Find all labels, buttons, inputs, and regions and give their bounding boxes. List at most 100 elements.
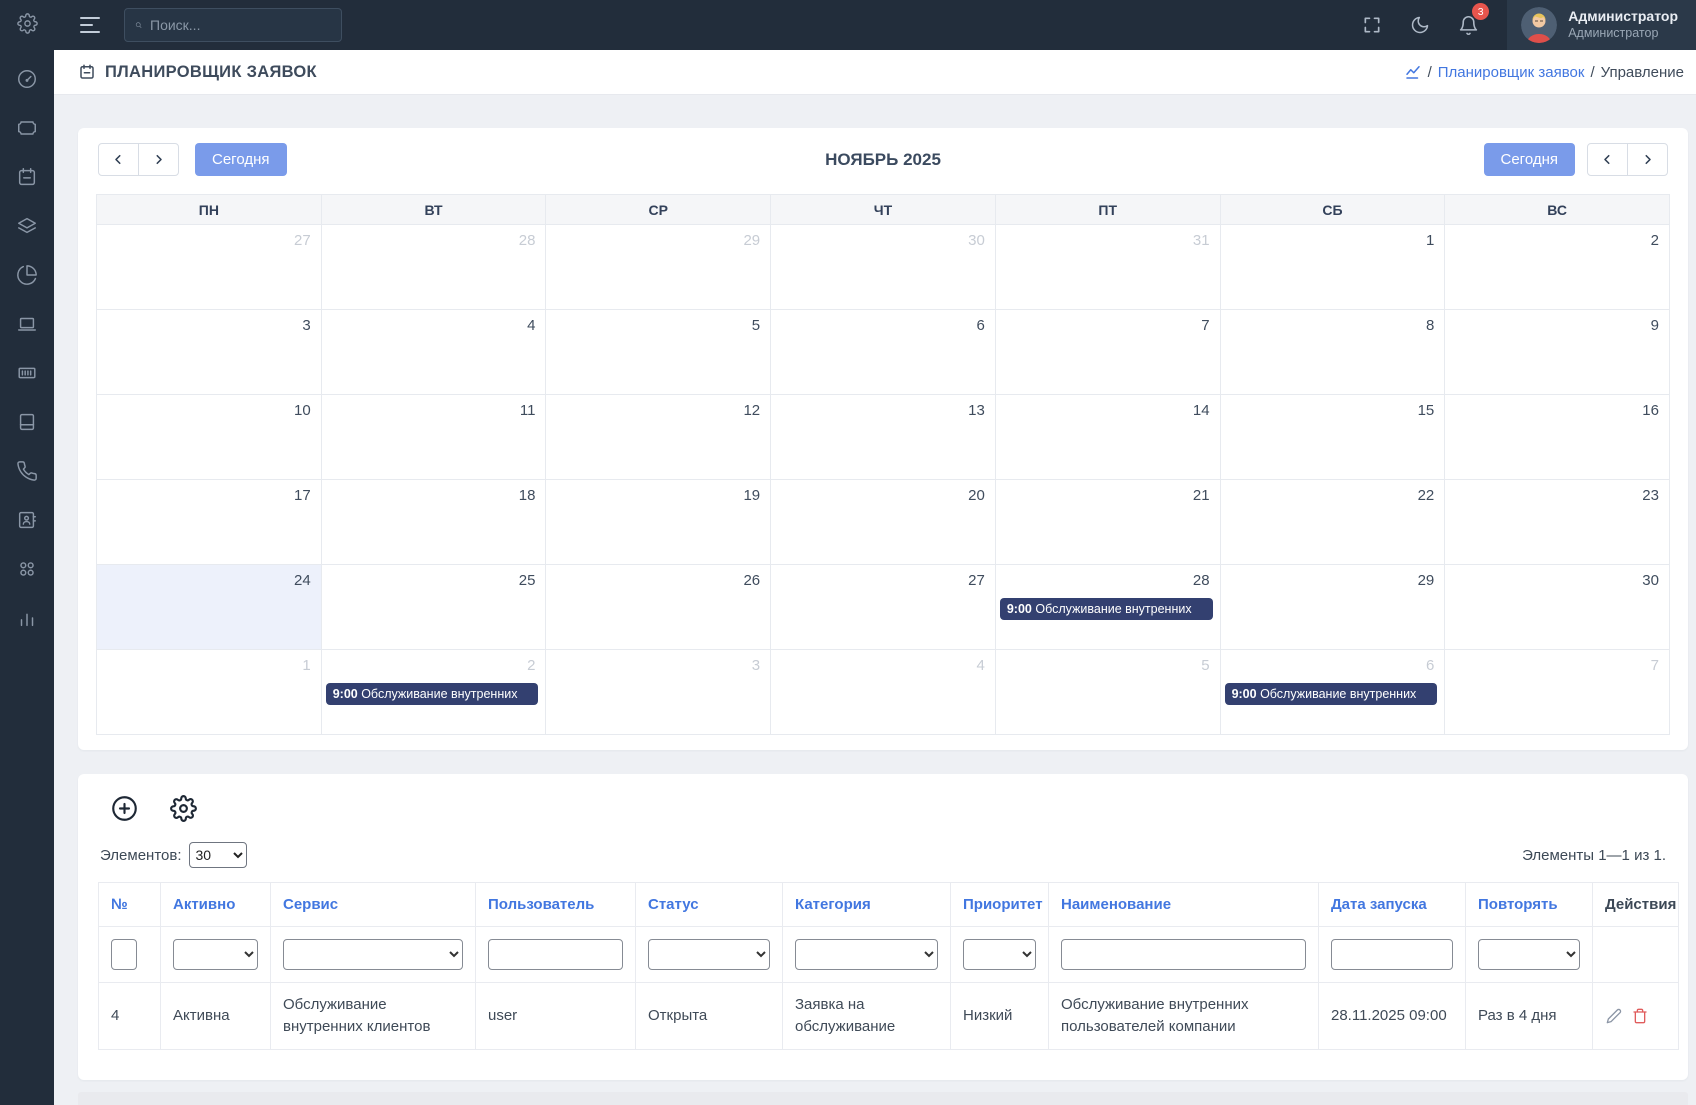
calendar-day-cell[interactable]: 28: [321, 225, 547, 310]
calendar-day-cell[interactable]: 17: [97, 480, 322, 565]
calendar-day-cell[interactable]: 22: [1220, 480, 1446, 565]
horizontal-scrollbar[interactable]: [78, 1092, 1688, 1105]
column-header-service[interactable]: Сервис: [270, 882, 476, 927]
calendar-day-cell[interactable]: 30: [771, 225, 996, 310]
calendar-day-cell[interactable]: 7: [995, 310, 1221, 395]
calendar-prev-button[interactable]: [1587, 143, 1628, 176]
calendar-next-button[interactable]: [138, 143, 179, 176]
calendar-day-cell[interactable]: 18: [321, 480, 547, 565]
calendar-day-cell[interactable]: 6 9:00 Обслуживание внутренних: [1220, 650, 1446, 735]
filter-select-service[interactable]: [283, 939, 463, 970]
calendar-day-cell[interactable]: 25: [321, 565, 547, 650]
sidebar-item-apps[interactable]: [15, 558, 39, 580]
calendar-day-cell[interactable]: 1: [1220, 225, 1446, 310]
column-header-start_date[interactable]: Дата запуска: [1318, 882, 1466, 927]
column-header-active[interactable]: Активно: [160, 882, 271, 927]
calendar-day-cell[interactable]: 12: [546, 395, 772, 480]
calendar-day-cell[interactable]: 29: [546, 225, 772, 310]
fullscreen-button[interactable]: [1357, 10, 1387, 40]
sidebar-item-reports[interactable]: [15, 264, 39, 286]
calendar-day-cell[interactable]: 23: [1445, 480, 1670, 565]
calendar-day-cell[interactable]: 28 9:00 Обслуживание внутренних: [995, 565, 1221, 650]
sidebar-item-devices[interactable]: [15, 313, 39, 335]
calendar-day-cell[interactable]: 19: [546, 480, 772, 565]
calendar-day-cell[interactable]: 3: [546, 650, 772, 735]
calendar-day-cell[interactable]: 31: [995, 225, 1221, 310]
sidebar-item-settings[interactable]: [0, 13, 54, 34]
user-menu[interactable]: Администратор Администратор: [1507, 0, 1696, 50]
filter-input-start_date[interactable]: [1331, 939, 1453, 970]
calendar-day-cell[interactable]: 16: [1445, 395, 1670, 480]
column-header-name[interactable]: Наименование: [1048, 882, 1319, 927]
calendar-next-button[interactable]: [1627, 143, 1668, 176]
calendar-day-cell[interactable]: 5: [995, 650, 1221, 735]
calendar-day-cell[interactable]: 24: [97, 565, 322, 650]
calendar-day-cell[interactable]: 14: [995, 395, 1221, 480]
calendar-day-cell[interactable]: 2 9:00 Обслуживание внутренних: [321, 650, 547, 735]
notifications-button[interactable]: 3: [1453, 3, 1490, 40]
sidebar-item-phone[interactable]: [15, 460, 39, 482]
table-settings-button[interactable]: [169, 794, 197, 822]
sidebar-item-contacts[interactable]: [15, 509, 39, 531]
calendar-day-cell[interactable]: 15: [1220, 395, 1446, 480]
calendar-day-cell[interactable]: 4: [771, 650, 996, 735]
calendar-day-cell[interactable]: 27: [97, 225, 322, 310]
calendar-day-cell[interactable]: 2: [1445, 225, 1670, 310]
calendar-day-cell[interactable]: 6: [771, 310, 996, 395]
calendar-day-cell[interactable]: 1: [97, 650, 322, 735]
column-header-user[interactable]: Пользователь: [475, 882, 636, 927]
menu-toggle-button[interactable]: [80, 17, 102, 33]
calendar-day-cell[interactable]: 10: [97, 395, 322, 480]
sidebar-item-barcode[interactable]: [15, 362, 39, 384]
dark-mode-button[interactable]: [1405, 10, 1435, 40]
calendar-day-cell[interactable]: 29: [1220, 565, 1446, 650]
sidebar-item-scheduler[interactable]: [15, 166, 39, 188]
breadcrumb-link[interactable]: Планировщик заявок: [1437, 63, 1585, 81]
calendar-prev-button[interactable]: [98, 143, 139, 176]
sidebar-item-storage[interactable]: [15, 411, 39, 433]
edit-button[interactable]: [1605, 1007, 1622, 1024]
page-size-select[interactable]: 30: [188, 842, 247, 868]
filter-select-category[interactable]: [795, 939, 938, 970]
today-button[interactable]: Сегодня: [195, 143, 287, 176]
calendar-day-cell[interactable]: 26: [546, 565, 772, 650]
column-header-num[interactable]: №: [98, 882, 161, 927]
calendar-day-cell[interactable]: 3: [97, 310, 322, 395]
column-header-priority[interactable]: Приоритет: [950, 882, 1049, 927]
today-button[interactable]: Сегодня: [1483, 143, 1575, 176]
add-button[interactable]: [110, 794, 138, 822]
calendar-day-cell[interactable]: 5: [546, 310, 772, 395]
calendar-toolbar: Сегодня НОЯБРЬ 2025 Сегодня: [96, 143, 1670, 176]
column-header-category[interactable]: Категория: [782, 882, 951, 927]
filter-select-active[interactable]: [173, 939, 258, 970]
sidebar-item-tickets[interactable]: [15, 117, 39, 139]
calendar-day-cell[interactable]: 9: [1445, 310, 1670, 395]
calendar-day-cell[interactable]: 8: [1220, 310, 1446, 395]
filter-input-name[interactable]: [1061, 939, 1306, 970]
calendar-event[interactable]: 9:00 Обслуживание внутренних: [325, 683, 539, 705]
delete-button[interactable]: [1631, 1007, 1648, 1024]
filter-select-repeat[interactable]: [1478, 939, 1580, 970]
filter-input-user[interactable]: [488, 939, 623, 970]
calendar-day-cell[interactable]: 21: [995, 480, 1221, 565]
filter-select-status[interactable]: [648, 939, 770, 970]
calendar-day-cell[interactable]: 20: [771, 480, 996, 565]
calendar-day-cell[interactable]: 4: [321, 310, 547, 395]
day-number: 6: [1425, 657, 1435, 674]
calendar-event[interactable]: 9:00 Обслуживание внутренних: [999, 598, 1213, 620]
column-header-status[interactable]: Статус: [635, 882, 783, 927]
calendar-day-cell[interactable]: 11: [321, 395, 547, 480]
calendar-event[interactable]: 9:00 Обслуживание внутренних: [1224, 683, 1438, 705]
calendar-day-cell[interactable]: 7: [1445, 650, 1670, 735]
column-header-repeat[interactable]: Повторять: [1465, 882, 1593, 927]
sidebar-item-statistics[interactable]: [15, 607, 39, 629]
search-input[interactable]: [150, 17, 331, 33]
calendar-day-cell[interactable]: 30: [1445, 565, 1670, 650]
sidebar-item-dashboard[interactable]: [15, 68, 39, 90]
chevron-left-icon: [115, 154, 121, 165]
sidebar-item-layers[interactable]: [15, 215, 39, 237]
calendar-day-cell[interactable]: 27: [771, 565, 996, 650]
calendar-day-cell[interactable]: 13: [771, 395, 996, 480]
filter-select-priority[interactable]: [963, 939, 1036, 970]
filter-input-num[interactable]: [111, 939, 137, 970]
